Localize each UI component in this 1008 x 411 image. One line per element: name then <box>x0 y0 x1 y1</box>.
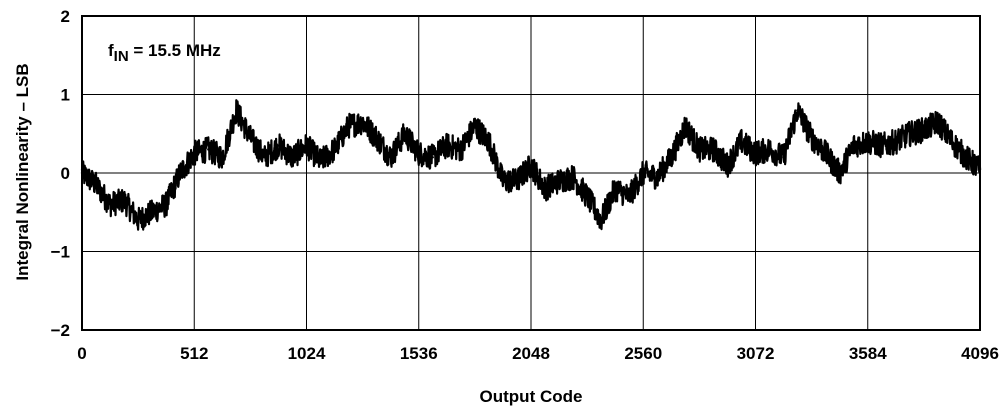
y-tick-label: 2 <box>61 7 70 26</box>
data-point <box>459 148 463 151</box>
data-point <box>796 109 799 112</box>
data-point <box>389 156 392 159</box>
data-point <box>782 156 785 159</box>
x-tick-labels: 0 512 1024 1536 2048 2560 3072 3584 4096 <box>77 344 999 363</box>
x-tick-label: 4096 <box>961 344 999 363</box>
data-point <box>529 163 533 167</box>
data-point <box>670 156 673 159</box>
data-point <box>333 148 336 151</box>
data-point <box>122 199 126 202</box>
x-tick-label: 3584 <box>849 344 887 363</box>
annotation-rest: = 15.5 MHz <box>129 41 221 60</box>
data-point <box>347 124 350 128</box>
data-point <box>838 171 841 175</box>
data-point <box>613 187 617 190</box>
data-point <box>950 140 954 143</box>
data-point <box>642 171 645 175</box>
data-point <box>305 144 308 147</box>
series-layer <box>80 99 982 231</box>
data-point <box>80 171 84 175</box>
data-point <box>487 140 491 143</box>
data-point <box>403 132 406 135</box>
data-point <box>445 144 449 147</box>
data-point <box>936 120 940 124</box>
data-point <box>193 152 196 155</box>
data-point <box>515 179 519 183</box>
data-point <box>277 144 280 147</box>
data-point <box>754 152 757 155</box>
data-point <box>150 211 154 214</box>
data-point <box>866 140 869 143</box>
data-point <box>543 187 547 190</box>
data-point <box>978 167 982 171</box>
data-point <box>599 218 603 222</box>
data-point <box>319 160 322 163</box>
data-point <box>221 156 224 159</box>
data-point <box>656 175 659 179</box>
data-point <box>585 195 589 198</box>
data-point <box>207 148 210 151</box>
data-point <box>684 124 687 128</box>
data-point <box>136 218 140 222</box>
x-tick-label: 1024 <box>288 344 326 363</box>
data-point <box>768 148 771 151</box>
data-point <box>249 136 252 139</box>
x-tick-label: 2560 <box>624 344 662 363</box>
series-line-inl <box>80 99 982 231</box>
annotation-f: f <box>108 41 114 60</box>
data-point <box>852 144 855 147</box>
data-point <box>417 152 420 155</box>
data-point <box>964 156 968 159</box>
data-point <box>908 132 912 135</box>
data-point <box>108 203 112 206</box>
data-point <box>894 140 898 143</box>
data-point <box>473 124 477 128</box>
x-tick-label: 3072 <box>737 344 775 363</box>
data-point <box>291 156 294 159</box>
data-point <box>375 136 378 139</box>
y-tick-label: −2 <box>51 321 70 340</box>
data-point <box>880 144 883 147</box>
data-point <box>726 163 729 167</box>
data-point <box>557 179 561 183</box>
data-point <box>235 109 238 112</box>
y-axis-label: Integral Nonlinearity – LSB <box>13 63 32 280</box>
y-tick-label: −1 <box>51 243 70 262</box>
y-tick-label: 0 <box>61 164 70 183</box>
annotation-fin: fIN = 15.5 MHz <box>108 41 221 65</box>
x-tick-label: 2048 <box>512 344 550 363</box>
data-point <box>571 175 575 179</box>
data-point <box>164 203 168 206</box>
data-point <box>698 148 701 151</box>
data-point <box>361 120 364 124</box>
data-point <box>922 128 926 132</box>
data-point <box>501 179 505 183</box>
x-tick-label: 1536 <box>400 344 438 363</box>
annotation-sub: IN <box>114 48 129 65</box>
data-point <box>628 195 631 198</box>
data-point <box>824 152 827 155</box>
data-point <box>179 171 182 175</box>
x-tick-label: 0 <box>77 344 86 363</box>
data-point <box>740 140 743 143</box>
data-point <box>263 156 266 159</box>
x-tick-label: 512 <box>180 344 208 363</box>
y-tick-labels: 2 1 0 −1 −2 <box>51 7 70 340</box>
y-tick-label: 1 <box>61 86 70 105</box>
data-point <box>431 156 434 159</box>
data-point <box>810 136 813 139</box>
data-point <box>94 183 98 186</box>
x-axis-label: Output Code <box>480 387 583 406</box>
data-point <box>712 148 715 151</box>
